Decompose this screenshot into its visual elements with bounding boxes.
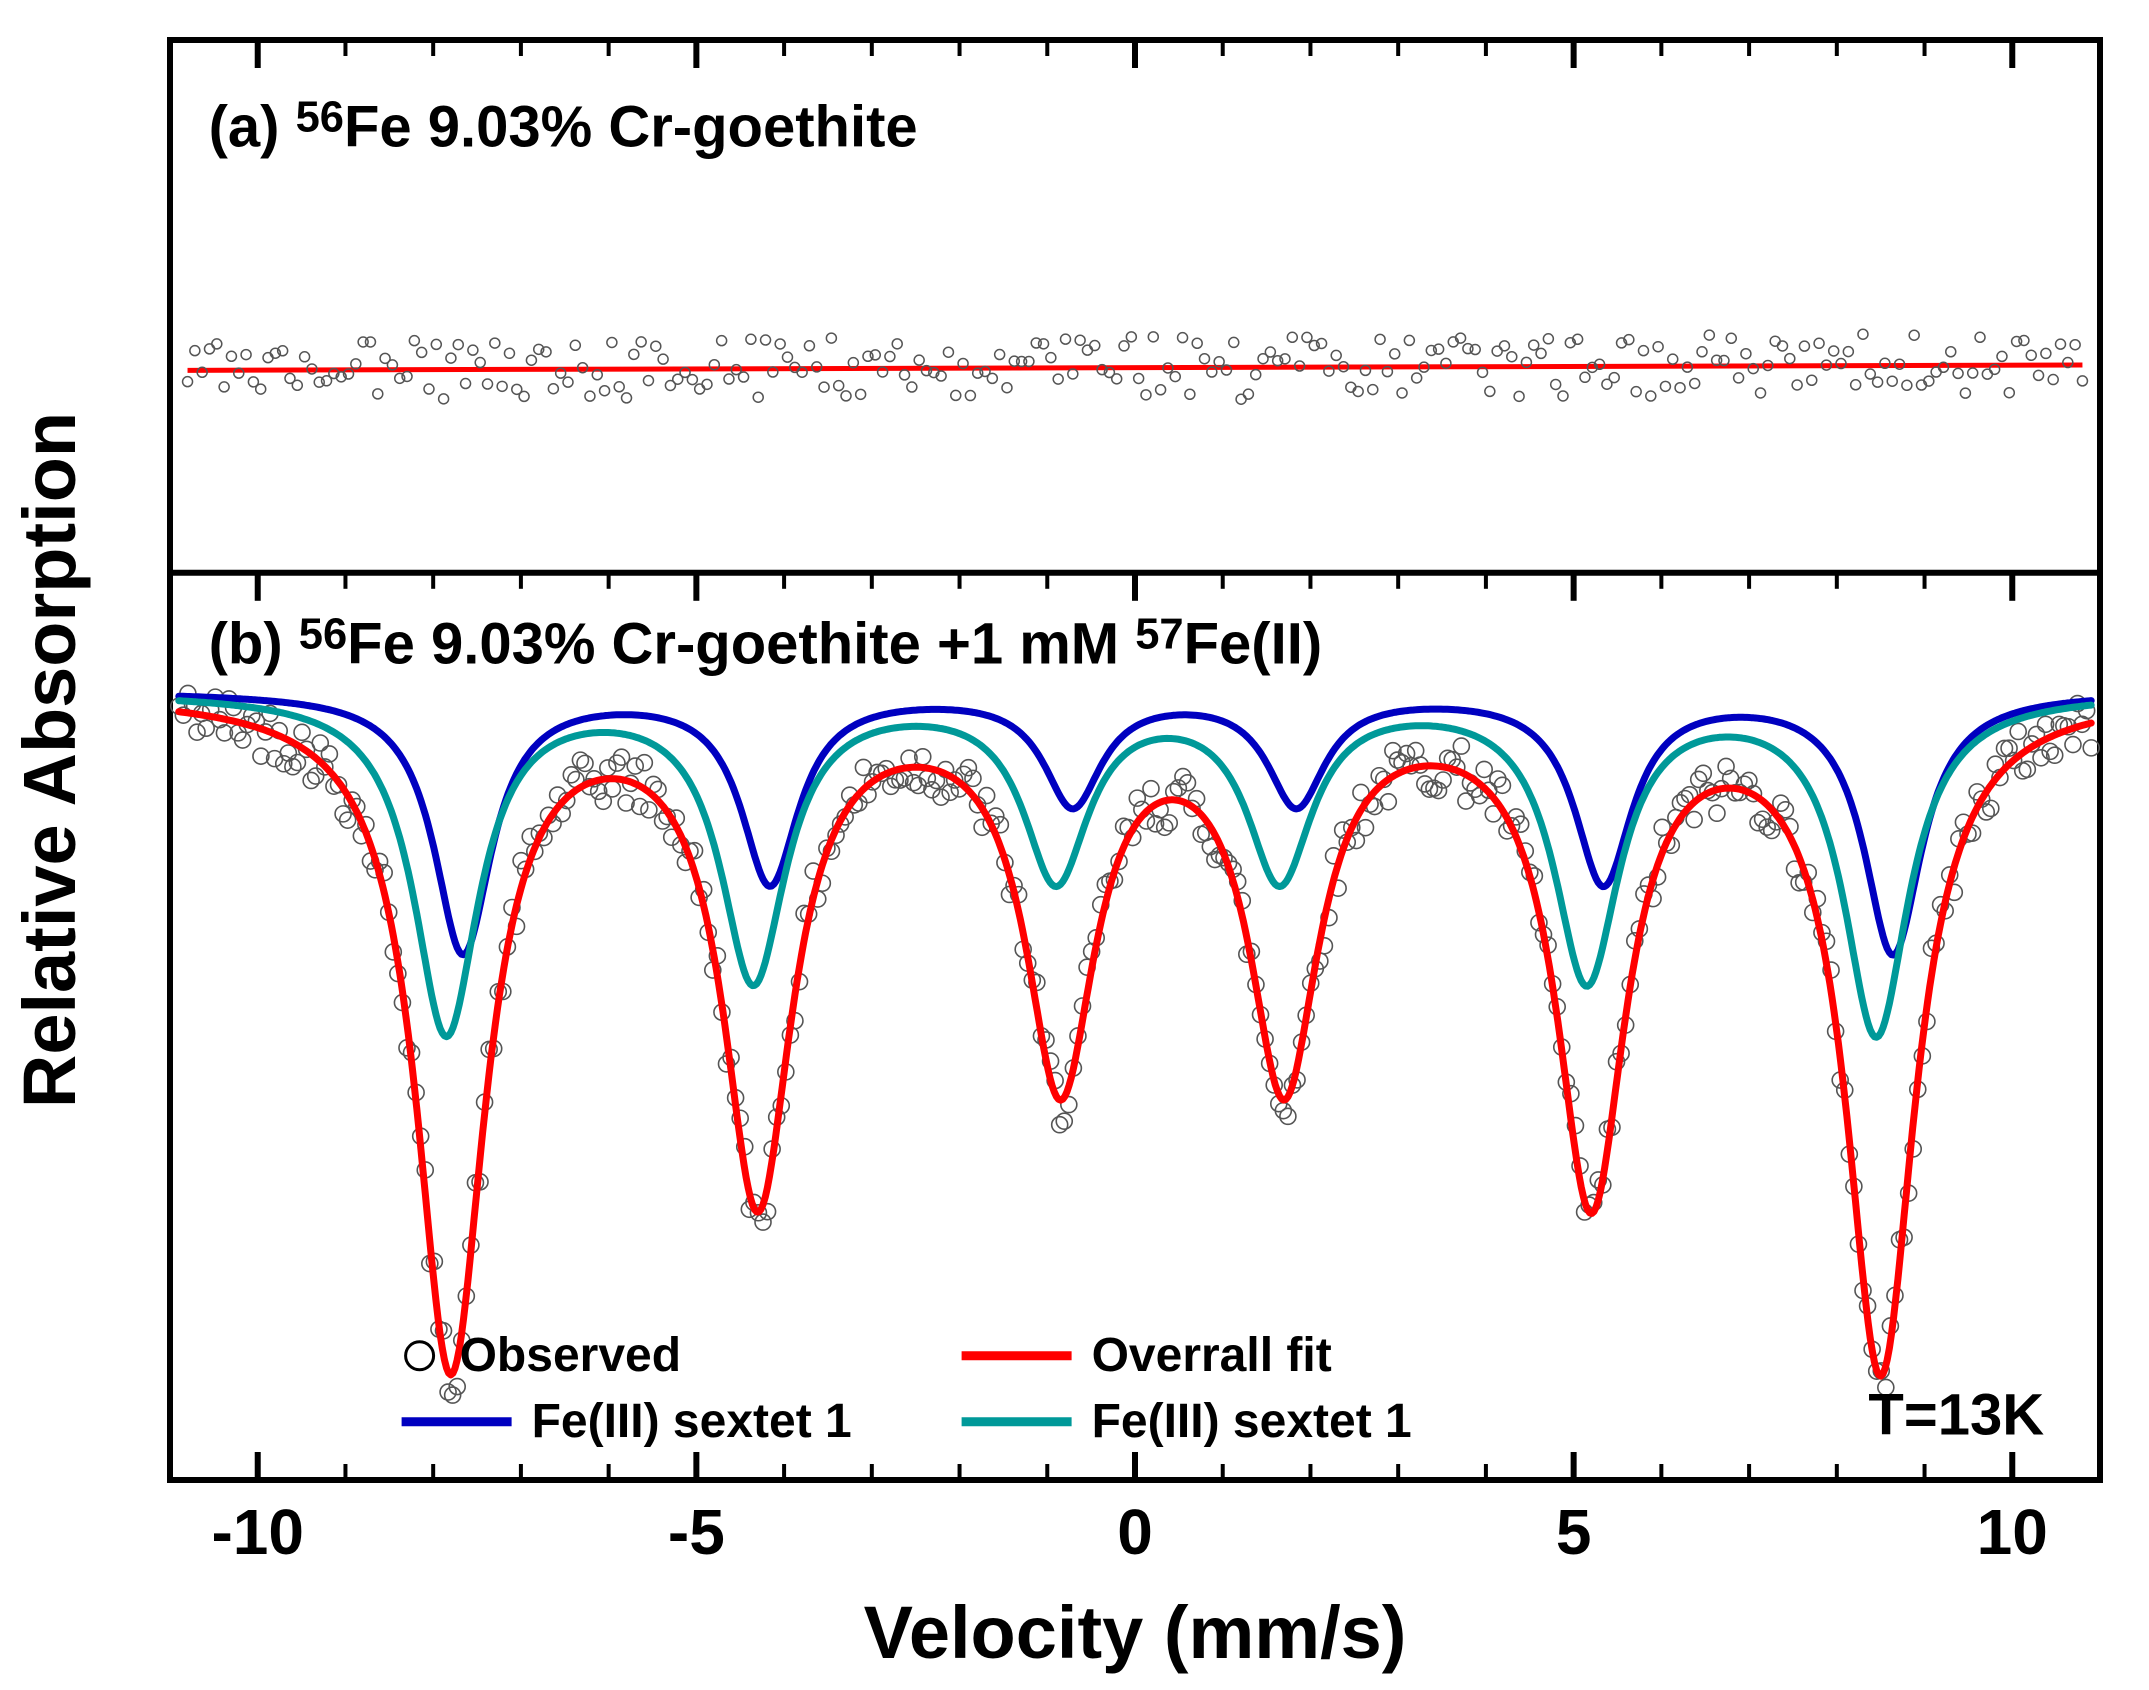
- panel-b-red-line: [179, 712, 2091, 1376]
- x-tick-label: -5: [668, 1496, 725, 1568]
- panel-b-legend: Observed Overrall fit Fe(III) sextet 1 Fe(I…: [402, 1329, 1412, 1448]
- x-tick-label: -10: [211, 1496, 304, 1568]
- figure-root: -10 -5 0 5 10 Velocity (mm/s) Relative Absorpt…: [0, 0, 2149, 1690]
- mossbauer-spectra-figure: -10 -5 0 5 10 Velocity (mm/s) Relative Absorpt…: [0, 0, 2149, 1690]
- x-axis-label: Velocity (mm/s): [864, 1591, 1407, 1674]
- plot-frame: [170, 40, 2100, 1480]
- legend-label: Overrall fit: [1092, 1329, 1332, 1382]
- temperature-note: T=13K: [1868, 1383, 2044, 1448]
- x-tick-label: 0: [1117, 1496, 1153, 1568]
- legend-label: Fe(III) sextet 1: [532, 1395, 852, 1448]
- x-tick-label: 5: [1556, 1496, 1592, 1568]
- legend-label: Observed: [460, 1329, 681, 1382]
- y-axis-label: Relative Absorption: [8, 412, 91, 1108]
- panel-b-title: (b) 56Fe 9.03% Cr-goethite +1 mM 57Fe(II…: [209, 610, 1323, 676]
- panel-a-title: (a) 56Fe 9.03% Cr-goethite: [209, 93, 918, 159]
- legend-marker-circle: [406, 1342, 434, 1370]
- panel-a-fit-line: [188, 365, 2083, 370]
- x-tick-label: 10: [1977, 1496, 2048, 1568]
- legend-label: Fe(III) sextet 1: [1092, 1395, 1412, 1448]
